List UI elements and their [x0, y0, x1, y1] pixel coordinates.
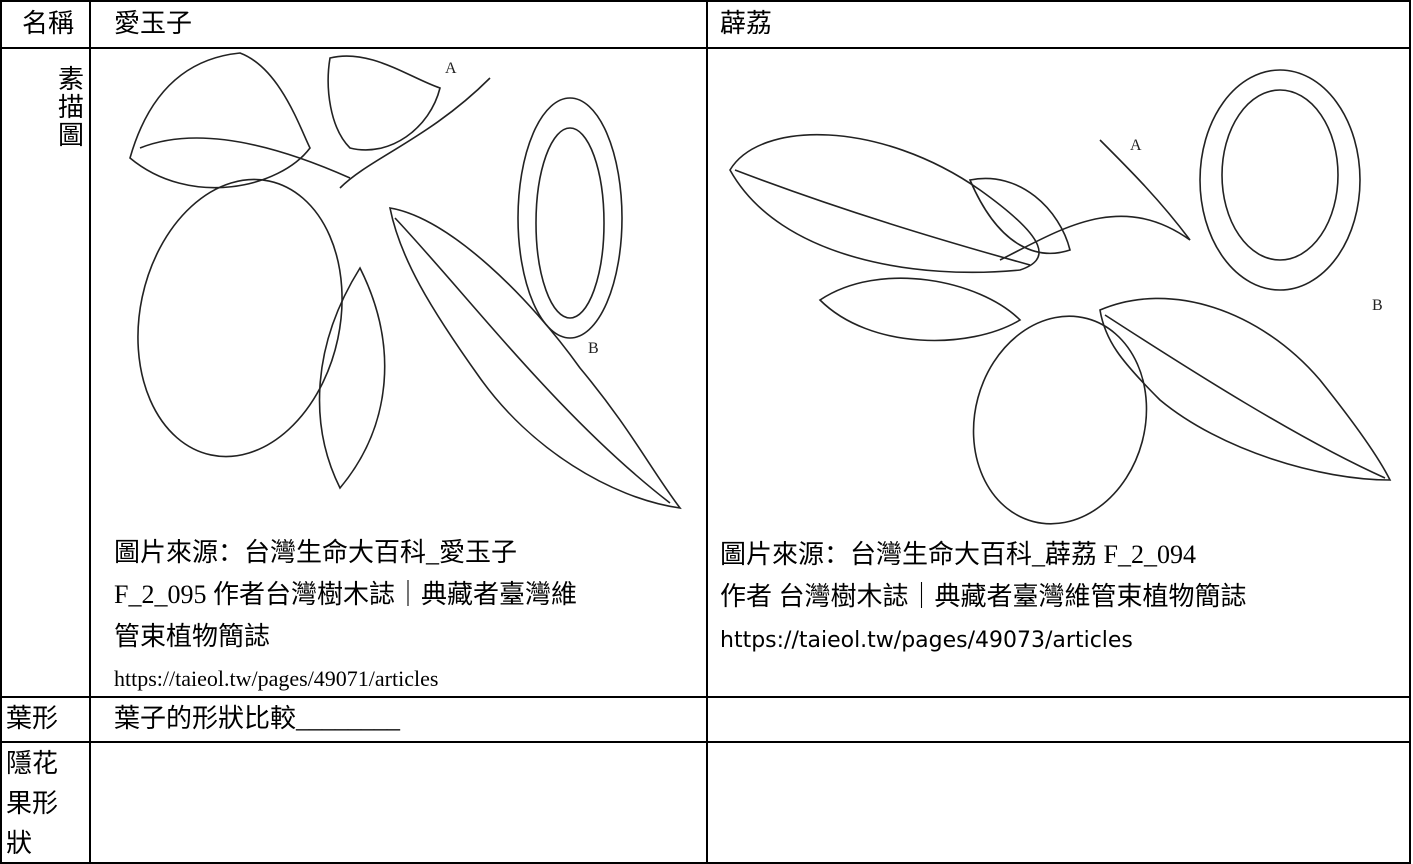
border: [0, 862, 1411, 864]
row-label: 素描圖: [58, 65, 85, 150]
caption-line: F_2_095 作者台灣樹木誌｜典藏者臺灣維: [114, 580, 577, 609]
border: [0, 696, 1411, 698]
border: [706, 0, 708, 864]
border: [89, 0, 91, 864]
border: [1409, 0, 1411, 864]
border: [0, 0, 1411, 2]
header-cell: 愛玉子: [114, 9, 193, 38]
border: [0, 47, 1411, 49]
row-label: 葉形: [6, 704, 59, 733]
sketch-aiyu: A B: [129, 52, 682, 510]
header-cell: 名稱: [22, 9, 75, 38]
figure-label: B: [588, 340, 599, 357]
border: [0, 741, 1411, 743]
caption-line: https://taieol.tw/pages/49073/articles: [720, 628, 1133, 653]
caption-line: 圖片來源：台灣生命大百科_薜荔 F_2_094: [720, 540, 1196, 569]
border: [0, 0, 2, 864]
caption-line: 作者 台灣樹木誌｜典藏者臺灣維管束植物簡誌: [720, 582, 1247, 611]
row-label: 隱花果形狀: [6, 749, 59, 858]
figure-label: B: [1372, 297, 1383, 314]
cell-text: 葉子的形狀比較________: [114, 704, 401, 733]
figure-label: A: [445, 60, 457, 77]
sketch-bili: A B: [729, 69, 1392, 525]
caption-line: 管束植物簡誌: [114, 622, 271, 651]
caption-line: 圖片來源：台灣生命大百科_愛玉子: [114, 538, 518, 567]
header-cell: 薜荔: [720, 9, 773, 38]
figure-label: A: [1130, 137, 1142, 154]
caption-line: https://taieol.tw/pages/49071/articles: [114, 666, 439, 691]
